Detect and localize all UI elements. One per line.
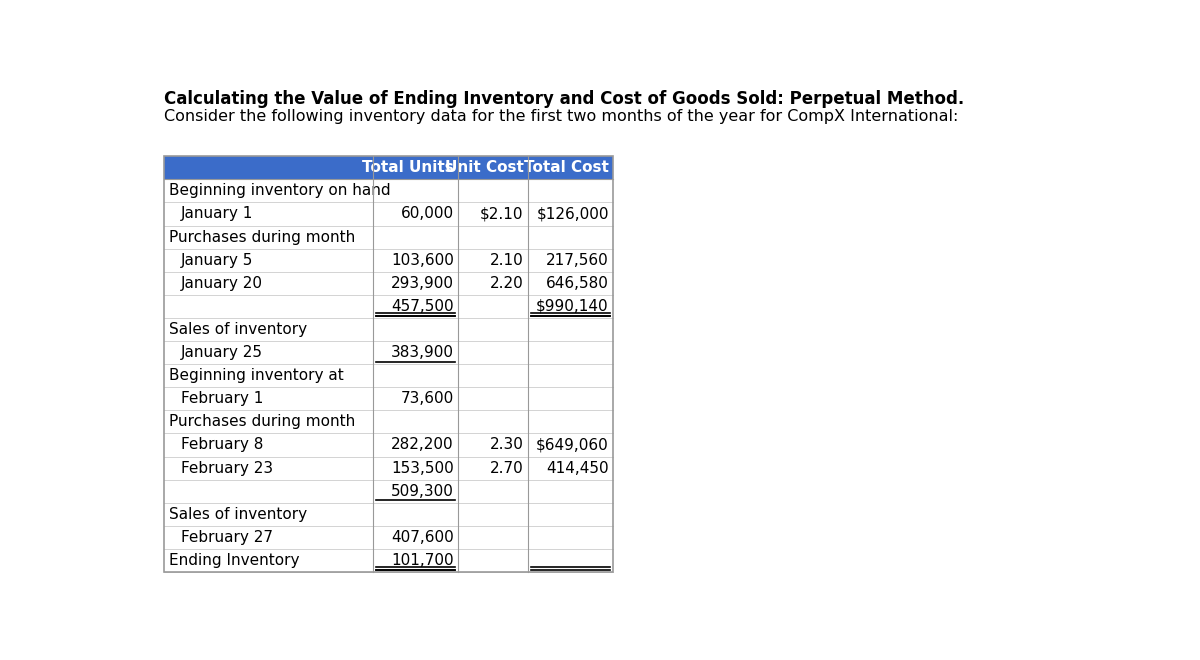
Text: 60,000: 60,000	[401, 207, 454, 222]
Text: Total Units: Total Units	[362, 160, 454, 176]
Bar	[164, 156, 613, 572]
Text: Ending Inventory: Ending Inventory	[168, 553, 299, 568]
Text: February 1: February 1	[181, 391, 263, 407]
Text: 217,560: 217,560	[546, 253, 608, 268]
Text: 2.70: 2.70	[490, 461, 523, 476]
Text: 457,500: 457,500	[391, 299, 454, 314]
Text: Beginning inventory at: Beginning inventory at	[168, 368, 343, 383]
Text: January 25: January 25	[181, 345, 263, 360]
Text: 383,900: 383,900	[391, 345, 454, 360]
Text: 101,700: 101,700	[391, 553, 454, 568]
Text: January 20: January 20	[181, 276, 263, 291]
Text: February 23: February 23	[181, 461, 274, 476]
Text: 509,300: 509,300	[391, 484, 454, 499]
Text: 73,600: 73,600	[401, 391, 454, 407]
Text: 414,450: 414,450	[546, 461, 608, 476]
Text: 103,600: 103,600	[391, 253, 454, 268]
Text: 407,600: 407,600	[391, 530, 454, 545]
Text: February 8: February 8	[181, 438, 263, 453]
Text: Unit Cost: Unit Cost	[445, 160, 523, 176]
Text: Purchases during month: Purchases during month	[168, 230, 355, 245]
Text: Purchases during month: Purchases during month	[168, 414, 355, 430]
Text: January 1: January 1	[181, 207, 253, 222]
Text: 282,200: 282,200	[391, 438, 454, 453]
Text: Beginning inventory on hand: Beginning inventory on hand	[168, 183, 390, 199]
Text: $2.10: $2.10	[480, 207, 523, 222]
Text: 2.30: 2.30	[490, 438, 523, 453]
Text: January 5: January 5	[181, 253, 253, 268]
Text: $649,060: $649,060	[536, 438, 608, 453]
Text: Total Cost: Total Cost	[524, 160, 608, 176]
Text: $990,140: $990,140	[536, 299, 608, 314]
Text: 646,580: 646,580	[546, 276, 608, 291]
Bar	[164, 156, 613, 180]
Text: Consider the following inventory data for the first two months of the year for C: Consider the following inventory data fo…	[164, 109, 959, 124]
Text: February 27: February 27	[181, 530, 274, 545]
Text: 2.20: 2.20	[490, 276, 523, 291]
Text: Calculating the Value of Ending Inventory and Cost of Goods Sold: Perpetual Meth: Calculating the Value of Ending Inventor…	[164, 90, 965, 108]
Text: Sales of inventory: Sales of inventory	[168, 322, 307, 337]
Text: 293,900: 293,900	[391, 276, 454, 291]
Text: 2.10: 2.10	[490, 253, 523, 268]
Text: $126,000: $126,000	[536, 207, 608, 222]
Text: 153,500: 153,500	[391, 461, 454, 476]
Text: Sales of inventory: Sales of inventory	[168, 507, 307, 522]
